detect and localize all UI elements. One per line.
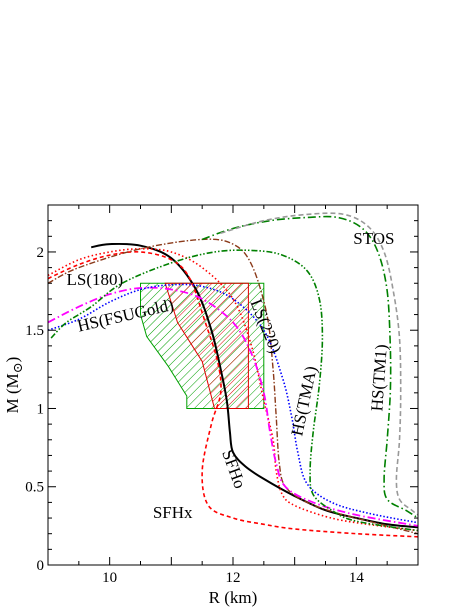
curve-sfhx (48, 251, 418, 538)
y-tick-label: 2 (37, 245, 45, 261)
curve-label-hs-tma: HS(TMA) (287, 364, 320, 437)
y-axis-title: M (M⊙) (3, 357, 25, 414)
curve-hs-fsugold (48, 286, 418, 527)
curve-dd2 (48, 283, 418, 524)
curve-hs-tm1 (201, 215, 418, 519)
curve-stos (220, 212, 418, 516)
y-axis-title-close: ) (3, 357, 22, 363)
curve-hs-tma (50, 249, 418, 532)
curve-label-sfho: SFHo (218, 447, 249, 491)
eos-curves (48, 212, 418, 538)
curve-label-ls-180: LS(180) (67, 270, 124, 289)
constraint-region-2 (164, 282, 249, 409)
y-tick-label: 1.5 (25, 323, 44, 339)
curve-label-hs-tm1: HS(TM1) (367, 344, 391, 412)
axis-ticks: 10 12 14 0 0.5 1 1.5 2 (25, 204, 419, 586)
x-tick-label: 14 (349, 570, 365, 586)
curve-ls-220 (48, 238, 418, 535)
y-axis-title-sun-symbol: ⊙ (10, 362, 25, 373)
y-axis-title-main: M (M (3, 373, 22, 413)
x-tick-label: 12 (226, 570, 241, 586)
constraint-regions (140, 282, 265, 409)
x-tick-label: 10 (102, 570, 117, 586)
x-axis-title: R (km) (209, 588, 258, 607)
curve-label-sfhx: SFHx (153, 503, 193, 522)
y-tick-label: 0 (37, 558, 45, 574)
y-tick-label: 1 (37, 401, 45, 417)
y-tick-label: 0.5 (25, 480, 44, 496)
curve-label-stos: STOS (353, 229, 394, 248)
